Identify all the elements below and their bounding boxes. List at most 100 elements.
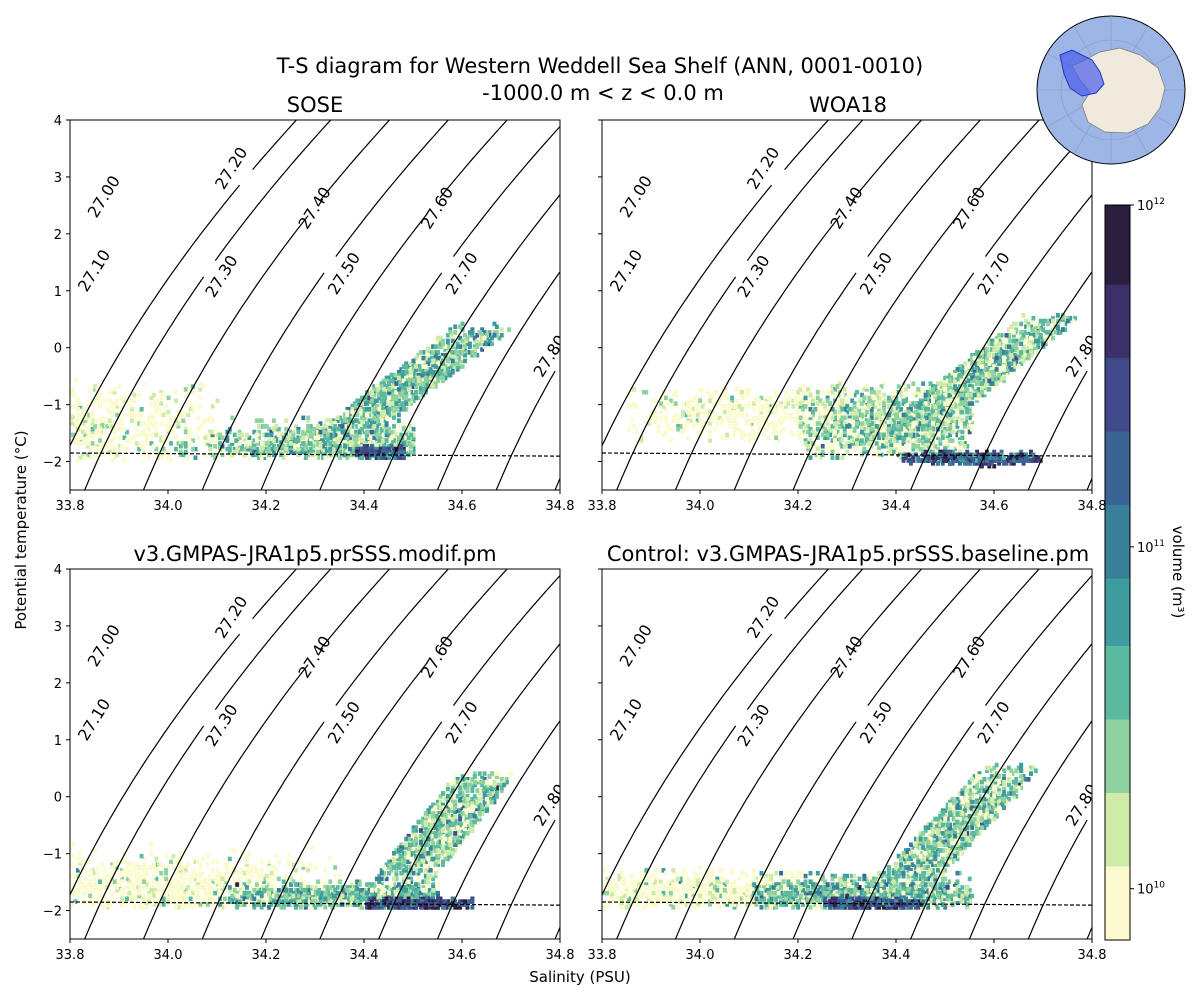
- heatmap-cell: [886, 438, 891, 443]
- heatmap-cell: [904, 395, 908, 401]
- heatmap-cell: [382, 378, 387, 384]
- heatmap-cell: [154, 398, 159, 404]
- heatmap-cell: [387, 387, 392, 392]
- heatmap-cell: [837, 438, 842, 443]
- heatmap-cell: [352, 401, 357, 406]
- heatmap-cell: [808, 415, 813, 421]
- heatmap-cell: [88, 421, 93, 426]
- heatmap-cell: [438, 372, 443, 378]
- heatmap-cell: [169, 415, 173, 421]
- heatmap-cell: [166, 426, 171, 432]
- heatmap-cell: [191, 389, 196, 395]
- heatmap-cell: [291, 435, 296, 441]
- heatmap-cell: [950, 372, 955, 378]
- heatmap-cell: [411, 375, 416, 381]
- heatmap-cell: [448, 350, 453, 355]
- heatmap-cell: [926, 426, 931, 432]
- heatmap-cell: [374, 384, 379, 389]
- heatmap-cell: [867, 395, 872, 401]
- heatmap-cell: [450, 347, 455, 352]
- heatmap-cell: [372, 398, 377, 404]
- heatmap-cell: [105, 424, 110, 429]
- heatmap-cell: [808, 412, 813, 418]
- heatmap-cell: [372, 426, 377, 432]
- heatmap-cell: [350, 407, 355, 412]
- heatmap-cell: [360, 438, 365, 443]
- heatmap-cell: [884, 444, 889, 449]
- heatmap-cell: [894, 418, 899, 423]
- heatmap-cell: [88, 401, 93, 406]
- heatmap-cell: [240, 444, 245, 449]
- contour-label-bg: [569, 426, 620, 468]
- heatmap-cell: [271, 418, 276, 423]
- density-contour: [84, 120, 332, 490]
- heatmap-cell: [98, 438, 102, 443]
- heatmap-cell: [690, 407, 695, 412]
- heatmap-cell: [411, 398, 416, 404]
- heatmap-cell: [254, 432, 259, 438]
- heatmap-cell: [732, 424, 737, 429]
- heatmap-cell: [840, 421, 845, 426]
- heatmap-cell: [1004, 347, 1009, 352]
- heatmap-cell: [913, 438, 918, 443]
- heatmap-cell: [933, 415, 938, 421]
- heatmap-cell: [161, 452, 166, 458]
- heatmap-cell: [377, 387, 382, 392]
- heatmap-cell: [823, 407, 828, 412]
- heatmap-cell: [259, 418, 264, 423]
- heatmap-cell: [450, 344, 455, 349]
- heatmap-cell: [414, 364, 418, 369]
- heatmap-cell: [747, 387, 752, 392]
- heatmap-cell: [392, 384, 396, 389]
- heatmap-cell: [374, 449, 379, 455]
- heatmap-cell: [857, 412, 862, 418]
- heatmap-cell: [791, 404, 796, 409]
- heatmap-cell: [480, 327, 485, 332]
- heatmap-cell: [441, 355, 445, 361]
- heatmap-cell: [360, 404, 365, 409]
- heatmap-cell: [842, 432, 847, 438]
- heatmap-cell: [891, 426, 896, 432]
- heatmap-cell: [725, 435, 730, 441]
- heatmap-cell: [75, 438, 80, 443]
- heatmap-cell: [347, 407, 352, 412]
- heatmap-cell: [193, 446, 198, 452]
- heatmap-cell: [727, 424, 732, 429]
- heatmap-cell: [88, 446, 93, 452]
- heatmap-cell: [110, 404, 115, 409]
- heatmap-cell: [387, 404, 392, 409]
- heatmap-cell: [137, 409, 142, 415]
- heatmap-cell: [700, 429, 705, 435]
- heatmap-cell: [918, 438, 923, 443]
- heatmap-cell: [392, 389, 396, 395]
- heatmap-cell: [213, 444, 218, 449]
- heatmap-cell: [632, 404, 637, 409]
- heatmap-cell: [433, 338, 438, 344]
- heatmap-cell: [688, 398, 693, 404]
- heatmap-cell: [318, 444, 323, 449]
- heatmap-cell: [450, 355, 455, 361]
- heatmap-cell: [882, 409, 886, 415]
- heatmap-cell: [289, 435, 294, 441]
- heatmap-cell: [803, 389, 808, 395]
- heatmap-cell: [1024, 318, 1029, 324]
- heatmap-cell: [369, 444, 374, 449]
- heatmap-cell: [164, 449, 169, 455]
- heatmap-cell: [127, 404, 132, 409]
- heatmap-cell: [350, 441, 355, 446]
- heatmap-cell: [409, 389, 414, 395]
- heatmap-cell: [404, 381, 409, 386]
- heatmap-cell: [345, 409, 350, 415]
- heatmap-cell: [962, 429, 967, 435]
- heatmap-cell: [443, 375, 448, 381]
- heatmap-cell: [247, 449, 252, 455]
- heatmap-cell: [686, 401, 690, 406]
- heatmap-cell: [347, 429, 352, 435]
- heatmap-cell: [725, 415, 730, 421]
- heatmap-cell: [460, 352, 465, 358]
- heatmap-cell: [369, 398, 374, 404]
- heatmap-cell: [132, 392, 137, 398]
- heatmap-cell: [465, 350, 470, 355]
- heatmap-cell: [389, 444, 394, 449]
- heatmap-cell: [355, 424, 360, 429]
